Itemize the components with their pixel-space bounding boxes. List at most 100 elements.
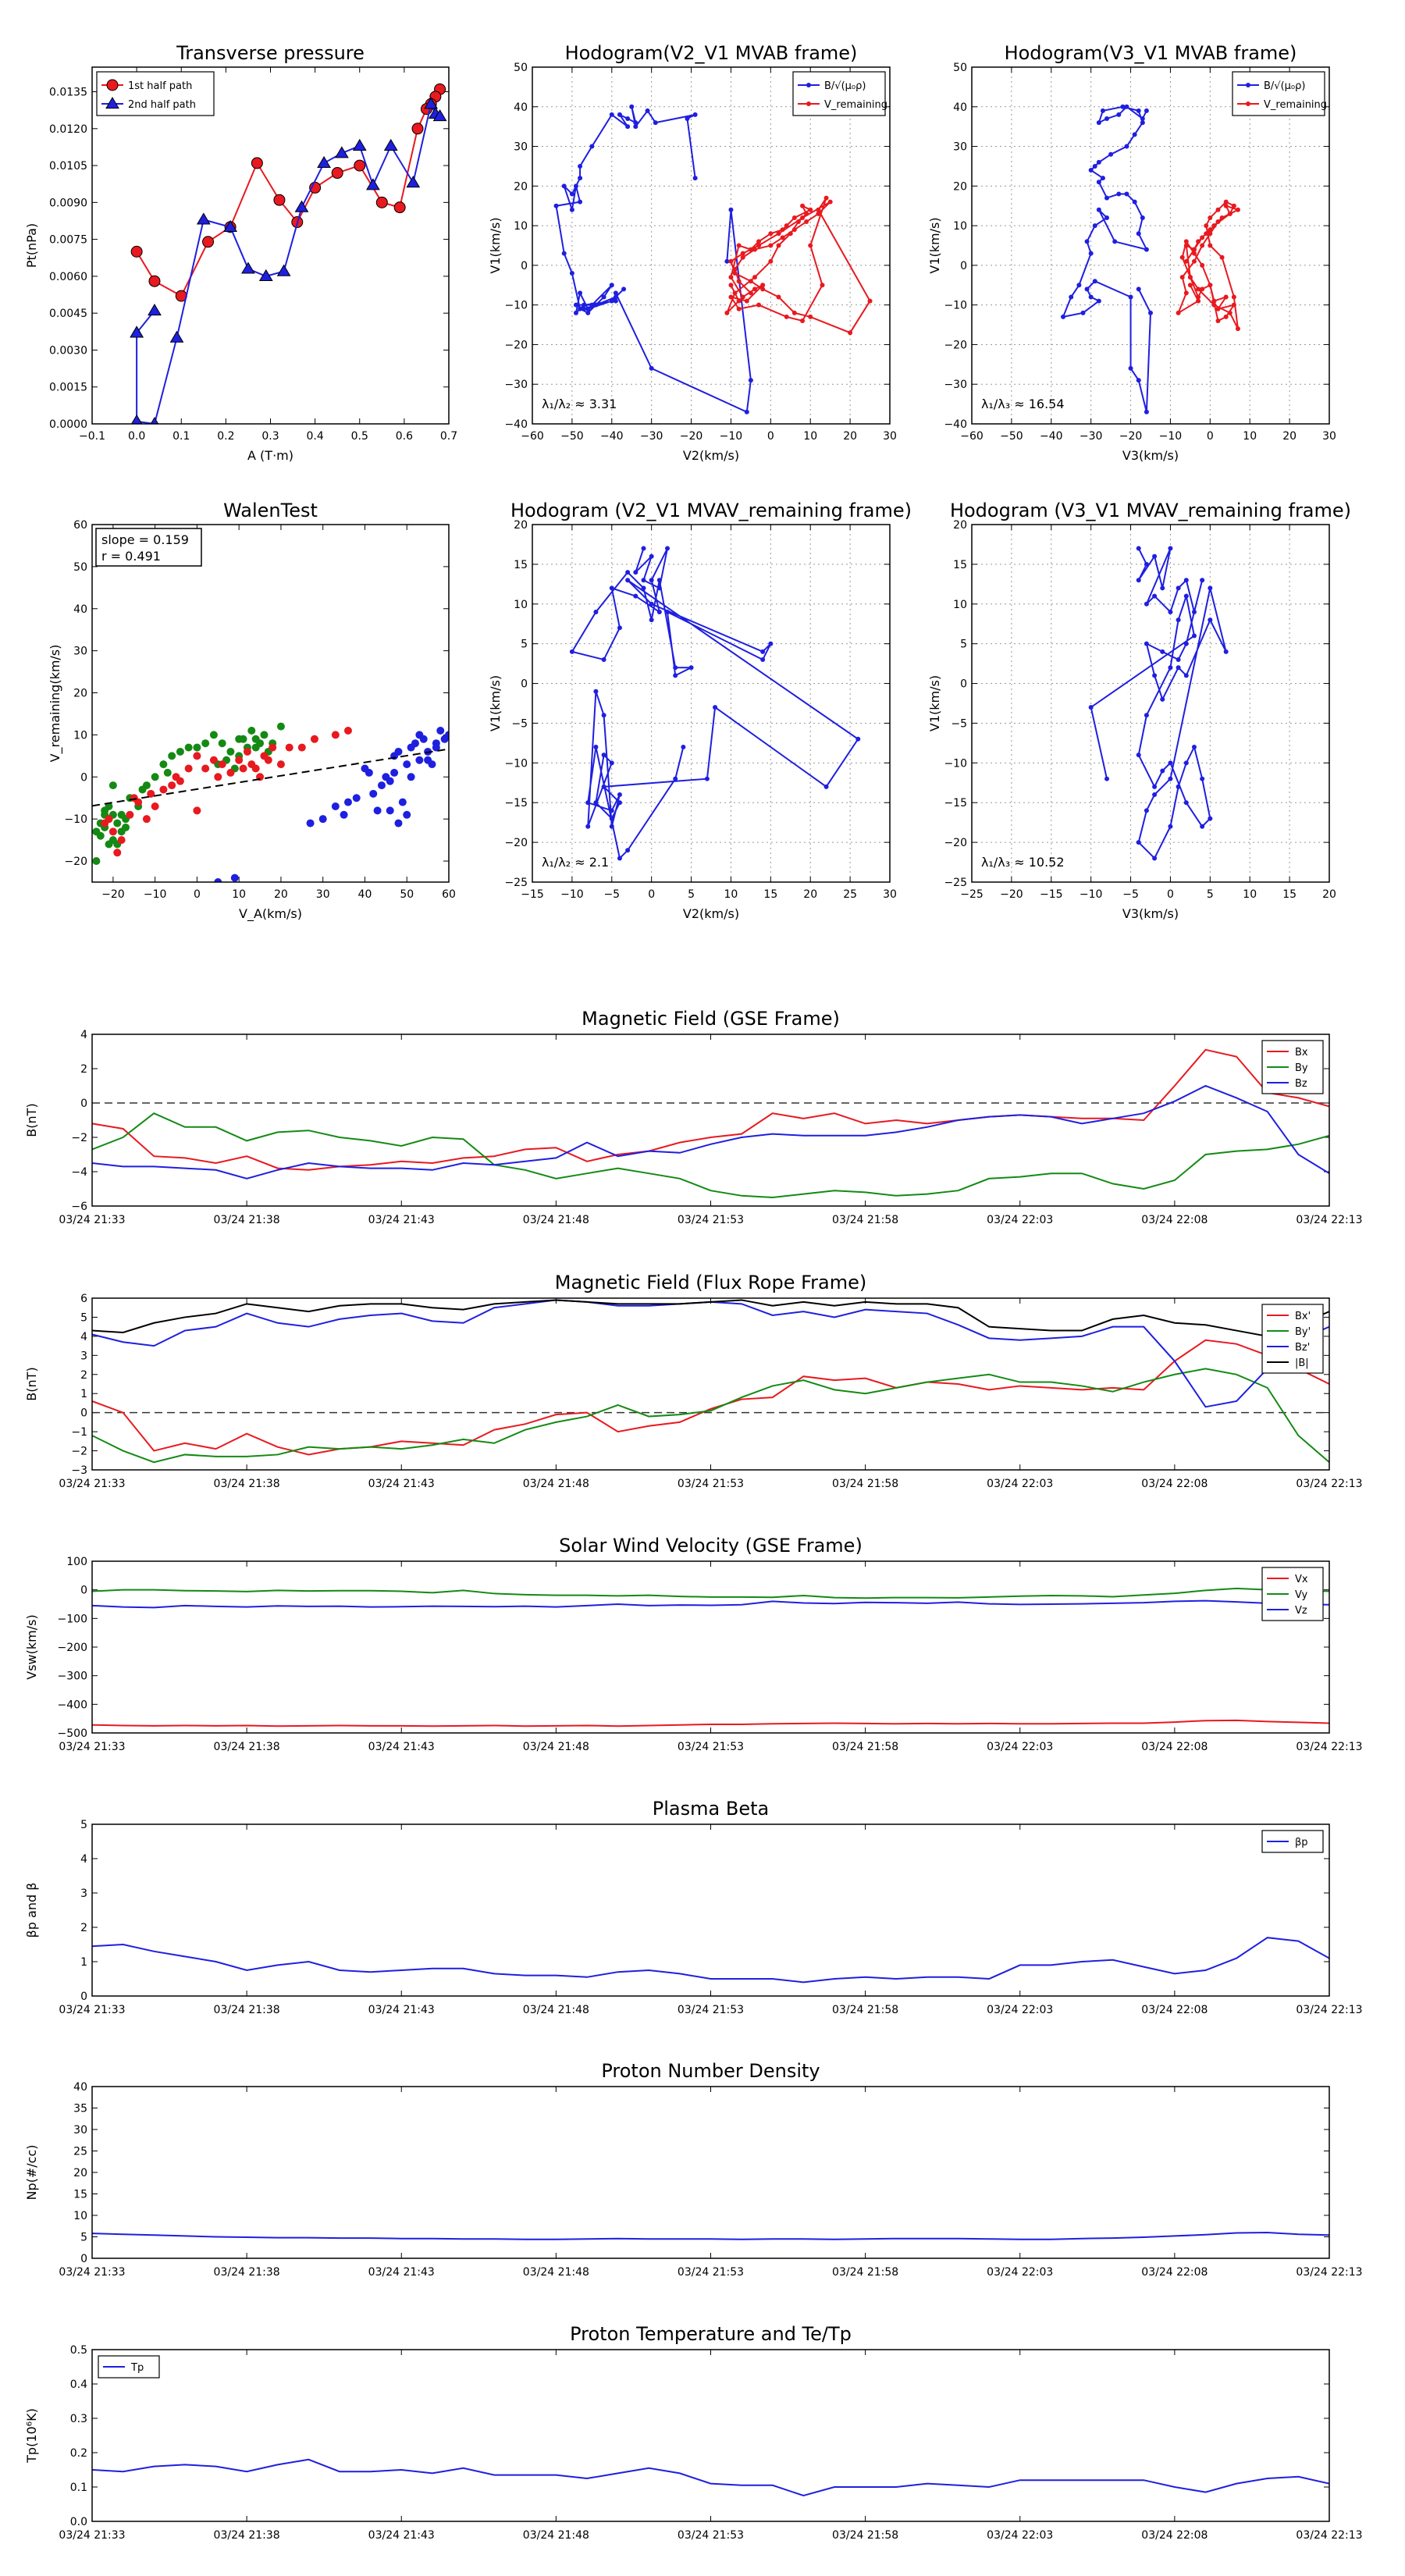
time-tick-label: 03/24 21:33 [59, 1741, 125, 1753]
y-tick-label: 40 [953, 101, 967, 114]
scatter-point [201, 764, 210, 773]
time-tick-label: 03/24 21:48 [523, 2266, 589, 2279]
ratio-annotation: λ₁/λ₂ ≈ 3.31 [542, 397, 617, 411]
scatter-point [394, 819, 403, 827]
data-point [169, 330, 184, 343]
data-point [569, 271, 574, 276]
data-point [569, 649, 574, 654]
data-point [258, 269, 273, 281]
data-point [1231, 203, 1236, 208]
scatter-point [239, 764, 247, 773]
scatter-point [260, 731, 269, 739]
y-tick-label: 0 [80, 1585, 87, 1597]
scatter-point [218, 760, 226, 769]
data-point [1144, 808, 1149, 813]
axes-frame [91, 66, 450, 425]
data-point [736, 279, 742, 284]
data-point [561, 183, 567, 189]
legend-label: Tp [130, 2362, 144, 2374]
data-point [1144, 409, 1149, 415]
data-point [1088, 705, 1094, 710]
y-axis-label: V1(km/s) [488, 217, 503, 273]
data-point [816, 211, 821, 216]
data-point [848, 330, 853, 336]
scatter-point [306, 819, 315, 827]
scatter-point [377, 781, 386, 790]
data-point [1200, 776, 1205, 781]
x-tick-label: 25 [843, 888, 857, 901]
y-tick-label: −15 [504, 797, 528, 809]
data-point [784, 223, 789, 229]
data-point [1223, 649, 1229, 654]
data-point [1176, 617, 1181, 623]
data-point [724, 310, 730, 315]
data-point [383, 138, 398, 151]
y-axis-label: Vsw(km/s) [24, 1614, 39, 1679]
y-tick-label: 15 [73, 2189, 87, 2201]
time-tick-label: 03/24 22:13 [1296, 2529, 1362, 2542]
y-tick-label: 6 [80, 1293, 87, 1305]
x-tick-label: 15 [1282, 888, 1297, 901]
y-tick-label: 30 [73, 2124, 87, 2137]
scatter-point [386, 806, 394, 815]
y-tick-label: 3 [80, 1888, 87, 1900]
data-point [1208, 215, 1213, 220]
data-point [1215, 219, 1221, 225]
y-tick-label: 0.2 [70, 2447, 87, 2460]
time-tick-label: 03/24 22:08 [1141, 1478, 1208, 1490]
data-point [756, 243, 762, 248]
data-point [1084, 286, 1090, 292]
y-tick-label: −25 [944, 877, 967, 889]
data-point [609, 816, 614, 821]
y-tick-label: −20 [944, 837, 967, 849]
time-tick-label: 03/24 21:33 [59, 1214, 125, 1226]
scatter-point [201, 739, 210, 748]
x-tick-label: −10 [1159, 430, 1183, 443]
x-tick-label: 30 [1322, 430, 1336, 443]
data-point [673, 673, 678, 678]
data-point [202, 236, 215, 248]
data-point [1088, 294, 1094, 300]
data-point [1132, 199, 1137, 205]
data-point [704, 776, 710, 781]
scatter-point [230, 873, 239, 882]
scatter-point [172, 773, 180, 781]
data-point [732, 290, 738, 296]
legend-label: Bz [1295, 1078, 1307, 1090]
time-tick-label: 03/24 21:33 [59, 2529, 125, 2542]
y-tick-label: 0 [960, 260, 967, 272]
plot-area [92, 1048, 1329, 1199]
data-point [768, 258, 774, 264]
legend-swatch-marker [1246, 83, 1250, 87]
x-tick-label: −40 [600, 430, 624, 443]
data-point [641, 546, 646, 551]
panel-title: Proton Temperature and Te/Tp [570, 2323, 852, 2345]
y-tick-label: −100 [58, 1613, 87, 1625]
scatter-point [318, 815, 327, 824]
plot-area [553, 104, 873, 415]
series-line-Tp [92, 2458, 1329, 2497]
ratio-annotation: λ₁/λ₃ ≈ 10.52 [981, 855, 1065, 870]
data-point [1196, 294, 1201, 300]
scatter-point [264, 756, 272, 764]
time-tick-label: 03/24 22:08 [1141, 2529, 1208, 2542]
plot-area [92, 1937, 1329, 1984]
scatter-point [168, 781, 176, 790]
scatter-point [239, 735, 247, 743]
y-tick-label: −5 [951, 717, 967, 730]
data-point [1080, 310, 1086, 315]
x-tick-label: −30 [640, 430, 663, 443]
data-point [1208, 283, 1213, 288]
data-point [827, 199, 833, 205]
data-point [130, 245, 143, 258]
y-tick-label: 10 [514, 599, 528, 611]
data-point [1136, 378, 1141, 383]
panel-hodo4: Hodogram (V3_V1 MVAV_remaining frame) −25… [927, 500, 1351, 921]
y-tick-label: 0.0135 [49, 87, 87, 99]
timeseries-panel-mag_gse: Magnetic Field (GSE Frame) 03/24 21:33 03/… [24, 1008, 1363, 1226]
data-point [629, 104, 635, 109]
x-tick-label: −10 [560, 888, 584, 901]
scatter-point [108, 781, 117, 790]
time-tick-label: 03/24 21:43 [368, 2004, 435, 2016]
